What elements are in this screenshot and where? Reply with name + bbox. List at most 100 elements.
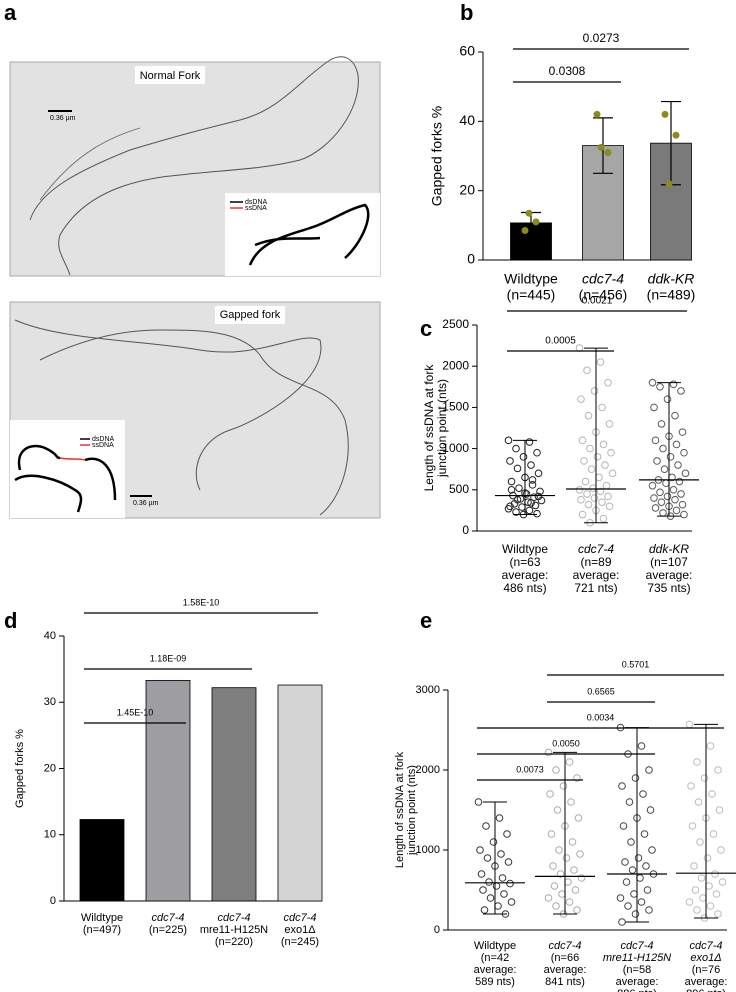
data-point [552,902,560,910]
data-point [628,866,637,874]
data-point [637,898,646,906]
x-tick-label: (n=76 [692,964,720,976]
data-point [507,486,516,494]
p-value: 0.0050 [552,738,580,748]
data-point [580,457,588,465]
data-point [706,742,715,750]
data-point [495,814,504,822]
x-tick-label: cdc7-4 [151,912,184,924]
bar [211,687,257,902]
data-point [703,854,712,862]
data-point [634,854,643,862]
x-tick-label: (n=63 [509,555,540,569]
x-tick-label: mre11-H125N [603,952,671,964]
data-point [498,874,507,882]
data-point [657,420,666,428]
y-axis-label: Gapped forks % [429,106,445,206]
p-value: 1.45E-10 [117,707,154,717]
data-point [718,878,727,886]
data-point [656,488,664,497]
y-tick-label: 20 [459,181,475,197]
data-point [693,906,701,914]
data-point [622,878,631,886]
data-point [589,484,597,492]
data-point [476,846,484,854]
data-point [497,850,505,858]
data-point [637,742,646,750]
x-tick-label: average: [502,568,549,582]
data-point [618,918,626,926]
scale-label: 0.36 µm [50,115,76,122]
data-point [528,481,537,489]
p-value: 0.0005 [545,336,576,347]
data-point [483,854,492,862]
data-point [512,508,520,516]
data-point [590,387,599,395]
data-point [672,440,681,449]
data-point [587,465,596,474]
data-point [659,444,667,453]
p-value: 1.18E-09 [150,653,187,663]
data-point [646,806,655,814]
data-point [573,906,581,914]
data-point [504,436,513,445]
data-point [601,461,609,469]
data-point [533,448,541,457]
data-point [605,420,614,428]
data-point [513,464,522,473]
data-point [659,509,667,517]
x-tick-label: (n=497) [83,924,121,936]
data-point [672,506,681,515]
data-point [678,500,687,509]
data-point [574,814,583,822]
title-box [135,66,205,84]
data-point [677,387,685,395]
data-point [521,227,529,235]
y-tick-label: 40 [44,630,56,642]
panel-letter: e [420,608,432,633]
data-point [687,782,695,790]
data-point [709,830,718,838]
x-tick-label: cdc7-4 [689,940,722,952]
inset [10,420,125,518]
x-tick-label: (n=89 [580,555,611,569]
x-tick-label: cdc7-4 [578,542,614,556]
legend-label: ssDNA [245,205,267,212]
data-point [639,790,647,798]
data-point [518,503,526,511]
x-tick-label: 886 nts) [617,988,657,992]
bar [79,819,125,902]
y-tick-label: 30 [44,696,56,708]
y-tick-label: 1500 [442,400,469,414]
data-point [705,882,713,890]
data-point [642,862,650,870]
data-point [492,882,501,890]
x-tick-label: (n=42 [481,952,509,964]
x-tick-label: 486 nts) [503,581,546,595]
data-point [527,499,535,507]
data-point [486,894,495,902]
data-point [558,890,566,898]
data-point [567,798,575,806]
scale-label: 0.36 µm [133,500,159,507]
data-point [577,874,586,882]
data-point [625,798,634,806]
data-point [706,902,715,910]
data-point [596,358,605,366]
x-tick-label: 896 nts) [686,988,726,992]
y-axis-label: Length of ssDNA at fork [422,364,436,492]
data-point [674,461,682,469]
data-point [688,822,697,830]
y-tick-label: 10 [44,829,56,841]
y-tick-label: 1000 [416,844,440,856]
data-point [578,510,587,519]
data-point [571,886,580,894]
x-tick-label: Wildtype [474,940,516,952]
y-tick-label: 0 [462,523,469,537]
data-point [598,403,606,412]
x-tick-label: cdc7-4 [620,940,653,952]
p-value: 0.0021 [582,296,613,307]
data-point [581,477,590,486]
data-point [583,366,591,375]
x-tick-label: cdc7-4 [548,940,581,952]
